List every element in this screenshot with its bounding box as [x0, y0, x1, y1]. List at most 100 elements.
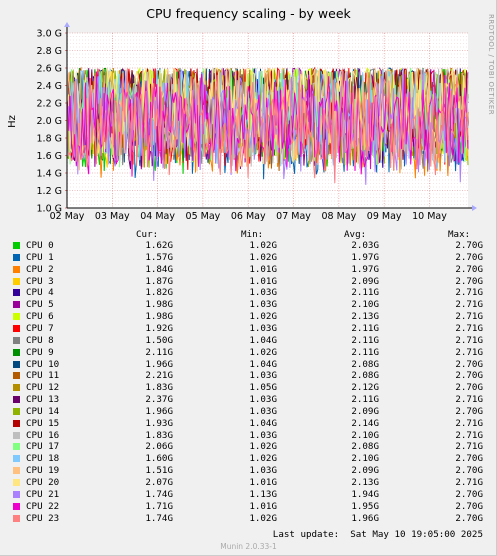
x-tick-label: 04 May — [140, 211, 175, 222]
legend-name: CPU 0 — [26, 240, 54, 251]
legend-swatch — [13, 396, 20, 404]
legend-cur: 1.51G — [145, 465, 173, 477]
legend-avg: 2.12G — [351, 382, 379, 394]
legend-name: CPU 16 — [26, 429, 60, 441]
legend-swatch — [13, 479, 20, 486]
legend-row: CPU 4 1.82G 1.03G 2.11G 2.71G — [0, 287, 497, 299]
legend-max: 2.70G — [455, 370, 483, 382]
legend-name: CPU 1 — [26, 251, 54, 263]
y-tick-label: 2.4 G — [37, 81, 63, 92]
legend-name: CPU 4 — [26, 287, 54, 299]
chart-title: CPU frequency scaling - by week — [146, 6, 351, 21]
legend-swatch — [13, 360, 20, 368]
y-tick-label: 3.0 G — [37, 29, 63, 40]
y-tick-label: 2.0 G — [37, 116, 63, 127]
legend-max: 2.71G — [455, 441, 483, 453]
legend-max: 2.71G — [455, 322, 483, 334]
legend-swatch — [13, 443, 20, 451]
legend-name: CPU 2 — [26, 263, 54, 275]
legend-swatch — [13, 490, 20, 498]
legend-cur: 2.37G — [145, 394, 173, 406]
legend-min: 1.02G — [249, 441, 277, 453]
legend-cur: 1.74G — [145, 488, 173, 500]
x-tick-label: 03 May — [95, 211, 130, 222]
legend-min: 1.01G — [249, 275, 277, 287]
legend-cur: 1.98G — [145, 299, 173, 311]
legend-cur: 1.57G — [145, 251, 173, 263]
legend-cur: 1.96G — [145, 405, 173, 417]
legend-header-max: Max: — [448, 229, 471, 240]
legend-min: 1.03G — [249, 465, 277, 477]
y-tick-label: 2.8 G — [37, 46, 63, 57]
legend-swatch — [13, 348, 20, 356]
legend-avg: 2.09G — [351, 465, 379, 477]
plot-area: 1.0 G 1.2 G 1.4 G 1.6 G 1.8 G 2.0 G 2.2 G 2.4 G… — [37, 22, 477, 222]
legend-min: 1.02G — [249, 311, 277, 323]
legend-avg: 2.03G — [351, 240, 379, 251]
legend-name: CPU 19 — [26, 465, 60, 477]
legend-row: CPU 3 1.87G 1.01G 2.09G 2.70G — [0, 276, 497, 288]
legend-max: 2.71G — [455, 346, 483, 358]
legend-min: 1.01G — [249, 500, 277, 512]
legend-avg: 1.94G — [351, 488, 379, 500]
legend-min: 1.03G — [249, 370, 277, 382]
legend-avg: 2.10G — [351, 299, 379, 311]
legend-name: CPU 12 — [26, 382, 60, 394]
y-tick-label: 1.8 G — [37, 134, 63, 145]
legend-cur: 1.96G — [145, 358, 173, 370]
legend-swatch — [13, 431, 20, 439]
legend-min: 1.04G — [249, 358, 277, 370]
legend-avg: 2.11G — [351, 322, 379, 334]
legend-row: CPU 2 1.84G 1.01G 1.97G 2.70G — [0, 264, 497, 276]
legend-max: 2.70G — [455, 240, 483, 251]
legend-name: CPU 9 — [26, 346, 54, 358]
legend-row: CPU 10 1.96G 1.04G 2.08G 2.70G — [0, 359, 497, 371]
y-tick-label: 2.6 G — [37, 64, 63, 75]
legend-max: 2.70G — [455, 263, 483, 275]
legend-avg: 2.11G — [351, 394, 379, 406]
rrdtool-credit: RRDTOOL / TOBI OETIKER — [487, 14, 495, 116]
legend-row: CPU 1 1.57G 1.02G 1.97G 2.70G — [0, 252, 497, 264]
legend-name: CPU 6 — [26, 311, 54, 323]
x-tick-label: 10 May — [412, 211, 447, 222]
legend-cur: 2.07G — [145, 477, 173, 488]
legend-min: 1.03G — [249, 429, 277, 441]
legend-cur: 1.82G — [145, 287, 173, 299]
legend-name: CPU 22 — [26, 500, 60, 512]
legend-name: CPU 13 — [26, 394, 60, 406]
legend-avg: 2.10G — [351, 453, 379, 465]
legend-avg: 1.97G — [351, 251, 379, 263]
legend-max: 2.71G — [455, 287, 483, 299]
legend-row: CPU 6 1.98G 1.02G 2.13G 2.71G — [0, 311, 497, 323]
legend-row: CPU 16 1.83G 1.03G 2.10G 2.71G — [0, 430, 497, 442]
legend-header-cur: Cur: — [136, 229, 159, 240]
legend-name: CPU 10 — [26, 358, 60, 370]
legend-row: CPU 12 1.83G 1.05G 2.12G 2.70G — [0, 382, 497, 394]
legend-cur: 1.84G — [145, 263, 173, 275]
legend-name: CPU 7 — [26, 322, 54, 334]
x-axis-arrow — [472, 205, 477, 211]
legend-min: 1.03G — [249, 405, 277, 417]
legend-max: 2.70G — [455, 488, 483, 500]
legend-swatch — [13, 372, 20, 380]
legend-min: 1.02G — [249, 512, 277, 524]
legend-min: 1.02G — [249, 251, 277, 263]
x-tick-label: 07 May — [276, 211, 311, 222]
y-tick-label: 1.4 G — [37, 169, 63, 180]
legend-swatch — [13, 455, 20, 463]
legend-cur: 2.06G — [145, 441, 173, 453]
legend-max: 2.70G — [455, 500, 483, 512]
legend-min: 1.13G — [249, 488, 277, 500]
legend-row: CPU 23 1.74G 1.02G 1.96G 2.70G — [0, 513, 497, 525]
legend-cur: 1.87G — [145, 275, 173, 287]
legend-row: CPU 22 1.71G 1.01G 1.95G 2.70G — [0, 501, 497, 513]
legend-row: CPU 7 1.92G 1.03G 2.11G 2.71G — [0, 323, 497, 335]
legend-max: 2.70G — [455, 453, 483, 465]
legend-name: CPU 20 — [26, 477, 60, 488]
legend-row: CPU 8 1.50G 1.04G 2.11G 2.71G — [0, 335, 497, 347]
legend-name: CPU 18 — [26, 453, 60, 465]
legend-cur: 2.21G — [145, 370, 173, 382]
legend-swatch — [13, 301, 20, 309]
legend-avg: 2.08G — [351, 441, 379, 453]
legend-avg: 2.13G — [351, 311, 379, 323]
